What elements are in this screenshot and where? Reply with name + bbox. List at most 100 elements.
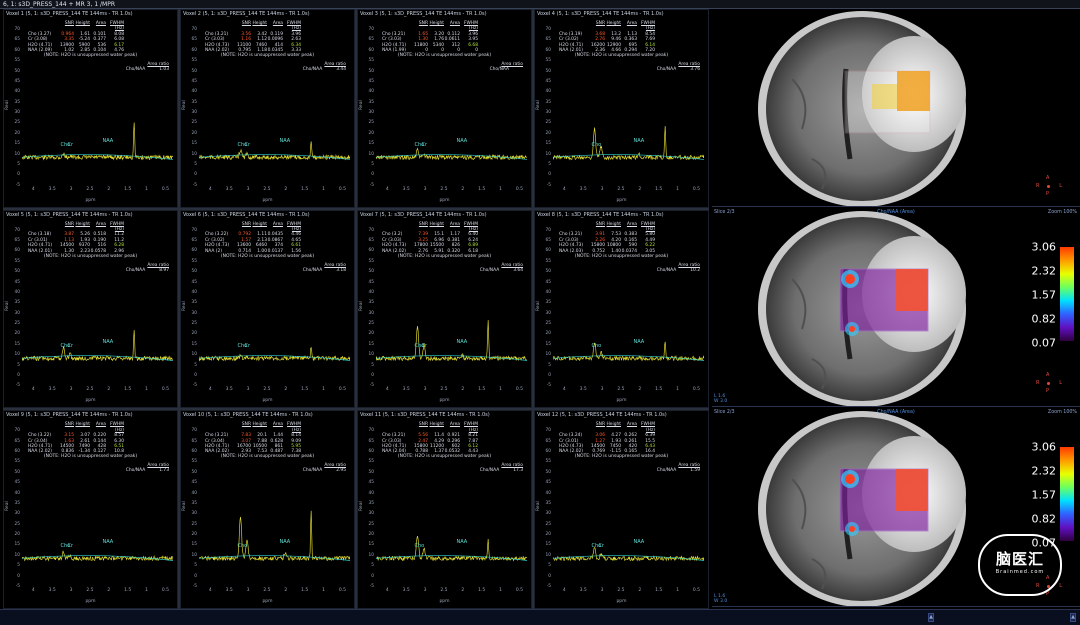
spectrum-line bbox=[552, 125, 705, 161]
area-ratio: Area ratio Cho/NAA 8.97 bbox=[126, 263, 169, 273]
x-tick-label: 3 bbox=[423, 186, 427, 192]
x-tick-label: 2.5 bbox=[263, 588, 271, 593]
y-tick-label: 15 bbox=[191, 341, 197, 347]
x-tick-label: 1 bbox=[499, 186, 502, 192]
table-cell: Cr (3.02) bbox=[559, 37, 579, 43]
y-tick-label: 40 bbox=[14, 89, 20, 95]
y-tick-label: 70 bbox=[191, 27, 197, 32]
mri-slice-view[interactable]: Slice 2/3 Cho/NAA (Area) Zoom 100% 3.06 2.32… bbox=[712, 209, 1080, 407]
y-tick-label: 15 bbox=[368, 542, 374, 548]
x-axis-label: ppm bbox=[439, 398, 450, 404]
table-cell: Cho (3.2) bbox=[382, 232, 403, 238]
table-cell: 6.08 bbox=[114, 37, 124, 43]
table-cell: 0.964 bbox=[61, 31, 74, 37]
x-tick-label: 4 bbox=[562, 588, 566, 593]
voxel-panel[interactable]: Voxel 9 (5, 1: s3D_PRESS_144 TE 144ms - … bbox=[3, 410, 178, 609]
metabolite-row: H2O (4.73) 15800 10800 590 6.22 bbox=[559, 243, 655, 248]
table-cell: 0.0578 bbox=[90, 248, 106, 254]
y-tick-label: 70 bbox=[545, 428, 551, 434]
table-cell: Cho (3.21) bbox=[205, 433, 229, 439]
table-cell: 1.13 bbox=[627, 31, 637, 37]
table-cell: 3.25 bbox=[418, 237, 428, 243]
table-cell: 4.46 bbox=[291, 232, 301, 238]
metabolite-row: Cr (3.03) 1.30 1.76 0.0611 3.95 bbox=[382, 37, 478, 42]
y-tick-label: 35 bbox=[191, 500, 197, 506]
orientation-r: R bbox=[1036, 183, 1040, 189]
voxel-panel[interactable]: Voxel 1 (5, 1: s3D_PRESS_144 TE 144ms - … bbox=[3, 9, 178, 208]
y-tick-label: 15 bbox=[368, 341, 374, 347]
table-cell: 16200 bbox=[591, 42, 605, 48]
fit-line bbox=[552, 154, 705, 160]
y-tick-label: 45 bbox=[191, 78, 197, 84]
y-tick-label: 0 bbox=[548, 573, 551, 579]
y-axis-ticks: 70 65 60 55 50 45 40 35 30 25 20 15 10 5 0 -5 bbox=[10, 228, 20, 389]
voxel-panel[interactable]: Voxel 5 (5, 1: s3D_PRESS_144 TE 144ms - … bbox=[3, 209, 178, 409]
voxel-panel[interactable]: Voxel 12 (5, 1: s3D_PRESS_144 TE 144ms -… bbox=[534, 410, 709, 609]
y-tick-label: 55 bbox=[545, 58, 551, 64]
voxel-panel[interactable]: Voxel 3 (5, 1: s3D_PRESS_144 TE 144ms - … bbox=[357, 9, 532, 208]
peak-label: Cho bbox=[60, 543, 71, 550]
voxel-panel[interactable]: Voxel 7 (5, 1: s3D_PRESS_144 TE 144ms - … bbox=[357, 209, 532, 409]
column-header: Height bbox=[75, 221, 90, 227]
y-tick-label: 0 bbox=[371, 573, 374, 579]
y-tick-label: 0 bbox=[194, 573, 197, 579]
table-cell: 4.27 bbox=[611, 433, 621, 439]
y-tick-label: 60 bbox=[191, 248, 197, 254]
water-note: (NOTE: H2O is unsuppressed water peak) bbox=[574, 253, 669, 259]
x-tick-label: 1.5 bbox=[301, 186, 309, 192]
y-tick-label: 25 bbox=[368, 321, 374, 327]
area-ratio: Area ratio Cho/NAA 17.3 bbox=[480, 463, 523, 473]
x-tick-label: 3.5 bbox=[579, 387, 587, 393]
column-header: SNR bbox=[64, 21, 74, 26]
water-note: (NOTE: H2O is unsuppressed water peak) bbox=[43, 454, 138, 460]
y-tick-label: 45 bbox=[191, 279, 197, 285]
voxel-panel[interactable]: Voxel 8 (5, 1: s3D_PRESS_144 TE 144ms - … bbox=[534, 209, 709, 409]
mri-slice-view[interactable]: Slice 2/3 Cho/NAA (Area) Zoom 100% 3.06 2.32… bbox=[712, 409, 1080, 607]
peak-label: Cho bbox=[414, 543, 425, 550]
metabolite-row: Cr (3.03) 2.26 4.20 0.165 4.49 bbox=[559, 238, 655, 243]
table-cell: 14500 bbox=[60, 243, 74, 249]
metabolite-row: Cho (3.2) 7.39 15.1 1.17 6.40 bbox=[382, 232, 478, 237]
area-ratio: Area ratio Cho/NAA 1.59 bbox=[657, 463, 700, 473]
voxel-panel[interactable]: Voxel 4 (5, 1: s3D_PRESS_144 TE 144ms - … bbox=[534, 9, 709, 208]
y-tick-label: 65 bbox=[545, 438, 551, 444]
y-tick-label: 20 bbox=[14, 331, 20, 337]
table-cell: 5900 bbox=[78, 42, 90, 48]
table-cell: 8.54 bbox=[645, 31, 655, 37]
table-cell: 1.44 bbox=[273, 433, 283, 439]
y-tick-label: 10 bbox=[14, 151, 20, 157]
column-header: FWHM (Hz) bbox=[110, 422, 124, 433]
spectrum-line bbox=[198, 511, 351, 562]
y-tick-label: 5 bbox=[371, 362, 374, 368]
table-cell: 0.101 bbox=[93, 31, 106, 37]
column-header: SNR bbox=[241, 422, 251, 428]
scroll-down-button[interactable]: ▲ bbox=[1070, 613, 1076, 622]
orientation-l: L bbox=[1059, 380, 1062, 386]
voxel-panel[interactable]: Voxel 2 (5, 1: s3D_PRESS_144 TE 144ms - … bbox=[180, 9, 355, 208]
x-tick-label: 0.5 bbox=[515, 588, 524, 593]
scroll-up-button[interactable]: ▲ bbox=[928, 613, 934, 622]
column-header: Area bbox=[449, 221, 460, 227]
y-tick-label: 60 bbox=[368, 248, 374, 254]
y-tick-label: 40 bbox=[191, 89, 197, 95]
y-tick-label: 40 bbox=[545, 289, 551, 295]
voxel-panel[interactable]: Voxel 11 (5, 1: s3D_PRESS_144 TE 144ms -… bbox=[357, 410, 532, 609]
x-tick-label: 3.5 bbox=[48, 387, 56, 393]
metabolite-row: H2O (4.71) 16700 10500 861 5.95 bbox=[205, 444, 301, 449]
zoom-label: Zoom 100% bbox=[1047, 210, 1077, 215]
table-cell: 1.17 bbox=[450, 232, 460, 238]
table-cell: 4.65 bbox=[291, 237, 301, 243]
x-axis-label: ppm bbox=[616, 398, 627, 404]
table-cell: 5340 bbox=[432, 42, 444, 48]
voxel-panel[interactable]: Voxel 10 (5, 1: s3D_PRESS_144 TE 144ms -… bbox=[180, 410, 355, 609]
metabolite-row: Cr (3.03) 3.25 6.96 0.381 6.24 bbox=[382, 238, 478, 243]
voxel-panel[interactable]: Voxel 6 (5, 1: s3D_PRESS_144 TE 144ms - … bbox=[180, 209, 355, 409]
orientation-dot bbox=[1047, 185, 1050, 188]
width-value: W 3.0 bbox=[714, 598, 728, 604]
water-note: (NOTE: H2O is unsuppressed water peak) bbox=[574, 454, 669, 460]
peak-label: NAA bbox=[633, 338, 645, 345]
table-cell: NAA (2.03) bbox=[559, 248, 584, 254]
table-cell: 2.96 bbox=[114, 248, 124, 254]
